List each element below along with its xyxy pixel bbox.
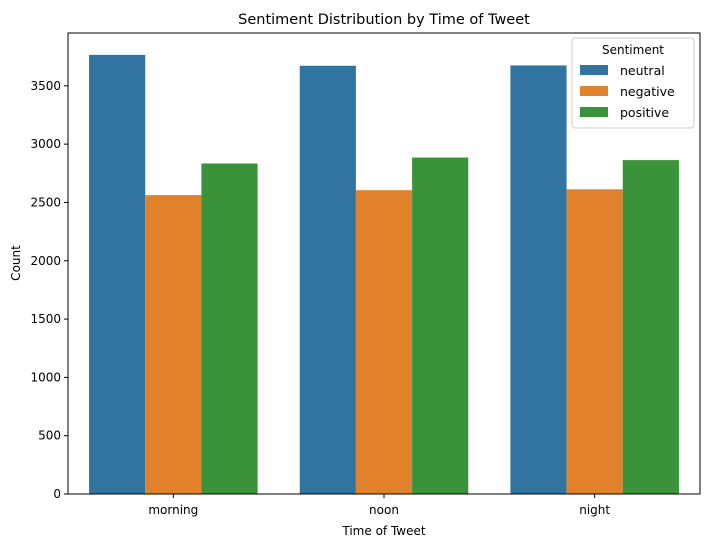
legend-swatch-positive bbox=[580, 107, 608, 117]
bar-neutral-noon bbox=[299, 65, 356, 495]
chart-title: Sentiment Distribution by Time of Tweet bbox=[238, 12, 530, 28]
legend-label-neutral: neutral bbox=[620, 63, 665, 78]
legend-label-negative: negative bbox=[620, 84, 675, 99]
bars-group bbox=[89, 54, 679, 495]
bar-negative-night bbox=[566, 189, 623, 494]
bar-neutral-morning bbox=[89, 54, 146, 494]
legend-items: neutral negative positive bbox=[580, 63, 675, 120]
y-tick-label: 2500 bbox=[30, 195, 61, 209]
x-axis-label: Time of Tweet bbox=[341, 524, 425, 538]
y-tick-label: 1000 bbox=[30, 370, 61, 384]
legend-swatch-negative bbox=[580, 86, 608, 96]
bar-positive-noon bbox=[412, 157, 469, 494]
x-tick-label-noon: noon bbox=[369, 503, 399, 517]
y-tick-label: 3500 bbox=[30, 79, 61, 93]
legend: Sentiment neutral negative positive bbox=[571, 37, 695, 129]
y-tick-label: 1500 bbox=[30, 312, 61, 326]
y-tick-label: 2000 bbox=[30, 254, 61, 268]
y-tick-label: 0 bbox=[53, 487, 61, 501]
bar-positive-night bbox=[622, 160, 679, 494]
bar-positive-morning bbox=[201, 163, 258, 494]
x-axis: morning noon night bbox=[148, 494, 610, 517]
y-tick-label: 3000 bbox=[30, 137, 61, 151]
legend-label-positive: positive bbox=[620, 105, 669, 120]
x-tick-label-morning: morning bbox=[148, 503, 198, 517]
legend-swatch-neutral bbox=[580, 65, 608, 75]
plot-frame bbox=[67, 32, 701, 495]
bar-neutral-night bbox=[510, 65, 567, 494]
bar-negative-noon bbox=[355, 190, 413, 494]
legend-box bbox=[571, 37, 695, 129]
bar-negative-morning bbox=[145, 195, 202, 494]
x-tick-label-night: night bbox=[579, 503, 610, 517]
y-axis: 0 500 1000 1500 2000 2500 3000 3500 bbox=[30, 79, 68, 501]
legend-title: Sentiment bbox=[602, 43, 664, 57]
y-tick-label: 500 bbox=[38, 429, 61, 443]
y-axis-label: Count bbox=[9, 245, 23, 281]
